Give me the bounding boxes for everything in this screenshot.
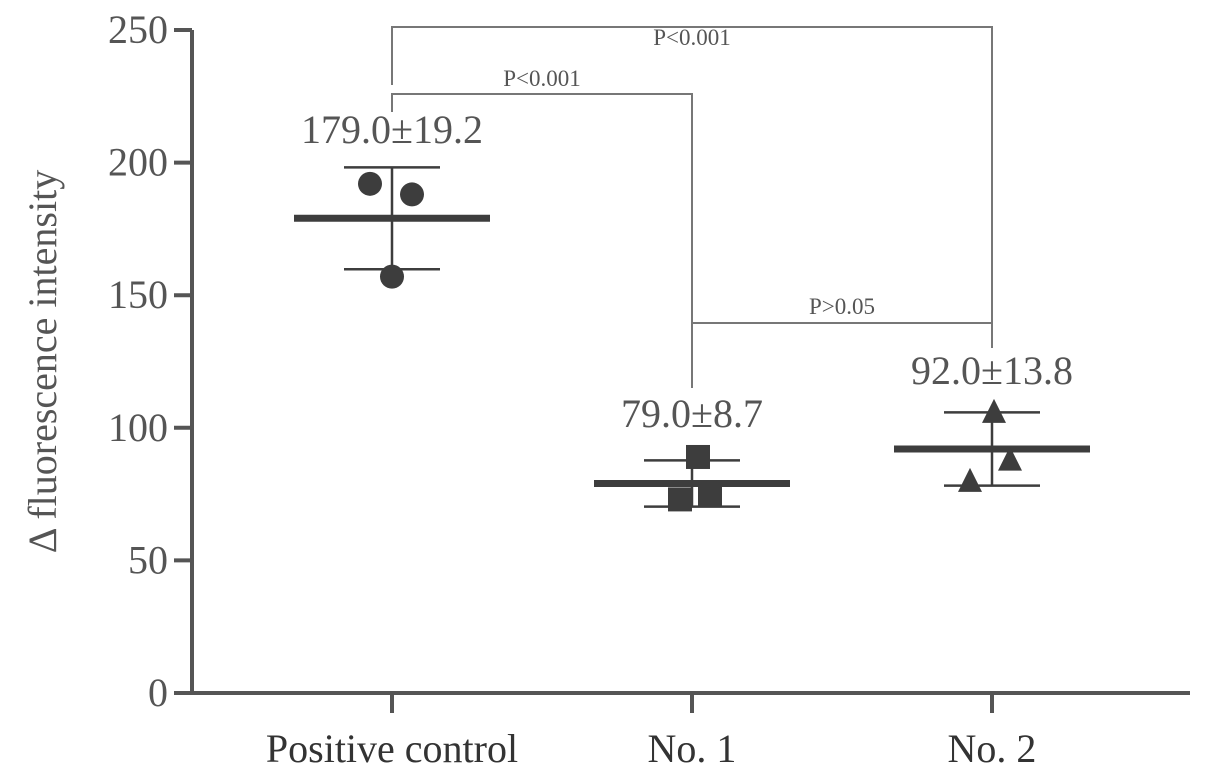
y-tick-label: 50 xyxy=(128,537,168,582)
group-positive-control: 179.0±19.2 xyxy=(294,107,490,289)
significance-brackets: P<0.001 P<0.001 P>0.05 xyxy=(391,25,993,388)
group-no-1: 79.0±8.7 xyxy=(594,391,790,512)
data-groups: 179.0±19.2 79.0±8.7 92.0±13.8 xyxy=(294,107,1090,512)
data-point-square xyxy=(686,444,710,469)
y-tick-label: 0 xyxy=(148,670,168,715)
data-point-triangle xyxy=(958,467,982,492)
data-point-circle xyxy=(400,182,424,207)
data-point-circle xyxy=(380,264,404,289)
p-value-label: P>0.05 xyxy=(809,294,875,319)
data-point-triangle xyxy=(998,446,1022,471)
data-point-square xyxy=(668,487,692,512)
y-tick-label: 250 xyxy=(108,7,168,52)
y-tick-label: 150 xyxy=(108,272,168,317)
p-value-label: P<0.001 xyxy=(503,66,581,91)
x-tick-label: Positive control xyxy=(266,726,518,771)
mean-sd-label: 179.0±19.2 xyxy=(301,107,483,152)
significance-bracket xyxy=(391,26,993,348)
y-axis-label: Δ fluorescence intensity xyxy=(20,170,65,553)
data-point-circle xyxy=(358,171,382,196)
group-no-2: 92.0±13.8 xyxy=(894,348,1090,492)
significance-bracket xyxy=(691,322,993,388)
y-tick-label: 100 xyxy=(108,405,168,450)
axes: 0 50 100 150 200 250 Positive control No. 1 No. … xyxy=(108,7,1190,771)
y-tick-label: 200 xyxy=(108,140,168,185)
mean-sd-label: 92.0±13.8 xyxy=(911,348,1073,393)
x-tick-label: No. 2 xyxy=(948,726,1037,771)
significance-bracket xyxy=(391,93,693,388)
mean-sd-label: 79.0±8.7 xyxy=(621,391,763,436)
data-point-triangle xyxy=(982,398,1006,423)
data-point-square xyxy=(698,482,722,507)
x-tick-label: No. 1 xyxy=(648,726,737,771)
p-value-label: P<0.001 xyxy=(653,25,731,50)
